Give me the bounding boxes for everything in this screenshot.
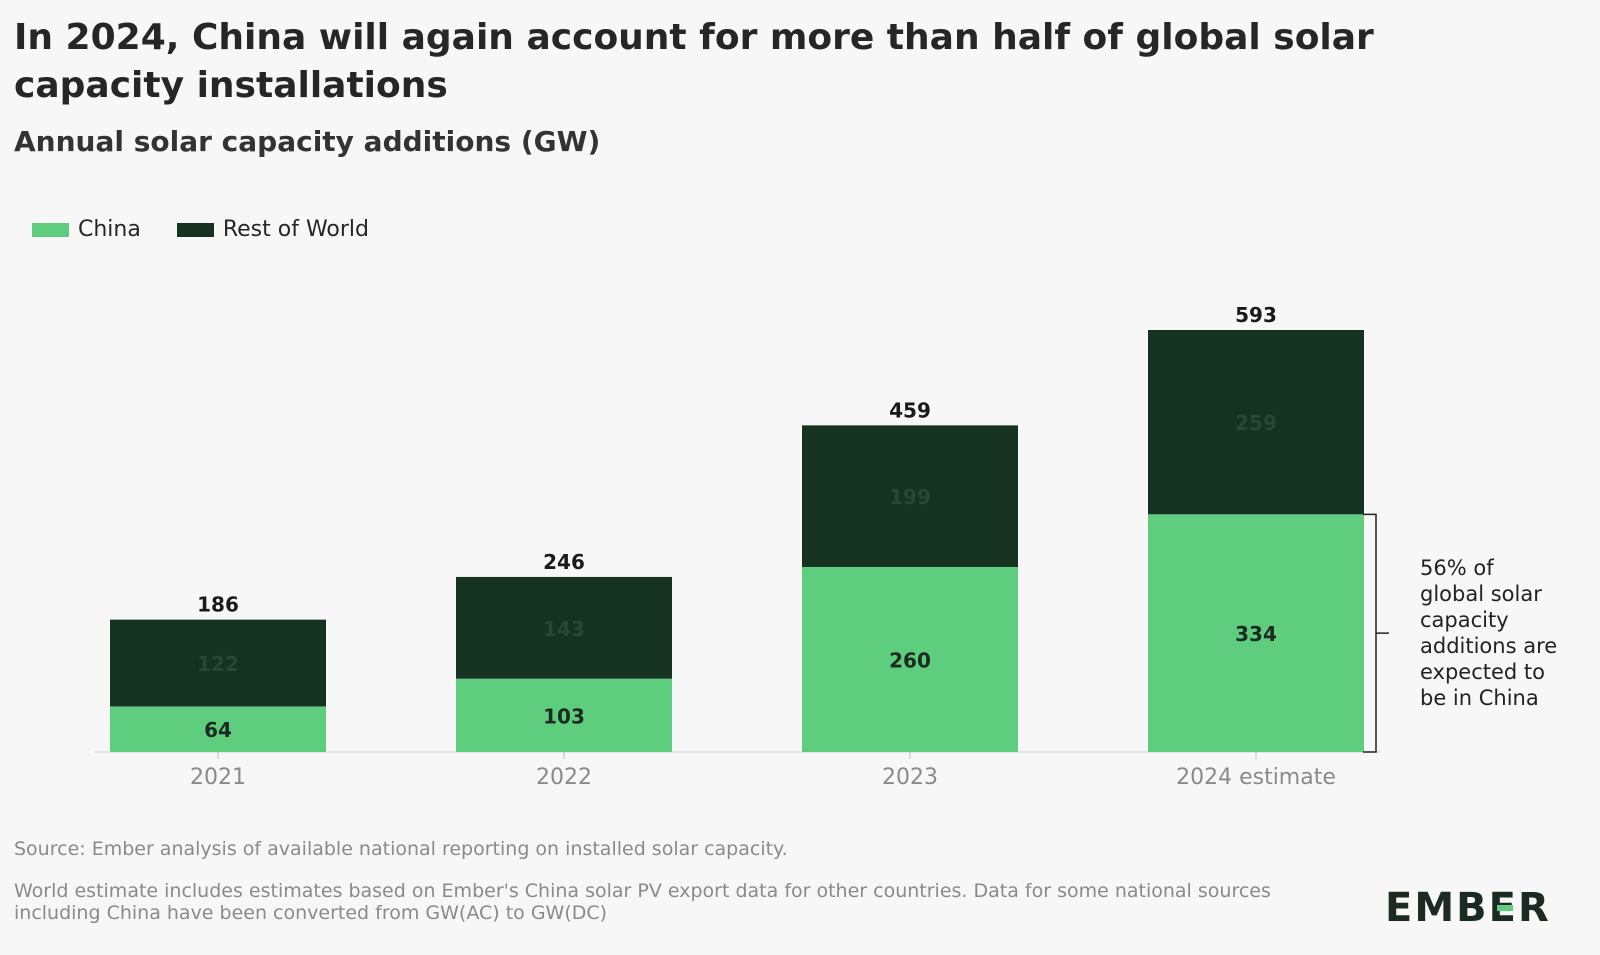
bar-china-3 [1148,514,1364,752]
data-label-rest-of-world-2: 199 [889,485,931,509]
methodology-note: World estimate includes estimates based … [14,880,1271,924]
data-label-china-3: 334 [1235,622,1277,646]
chart-title: In 2024, China will again account for mo… [14,17,1374,106]
bar-rest-of-world-3 [1148,330,1364,515]
annotation-bracket [1363,513,1389,753]
legend-item-rest-of-world: Rest of World [176,217,370,242]
total-label-1: 246 [543,550,585,574]
data-label-china-1: 103 [543,704,585,728]
annotation-line-3: additions are [1420,634,1557,658]
x-tick-label-3: 2024 estimate [1176,765,1336,790]
data-label-rest-of-world-1: 143 [543,617,585,641]
total-label-3: 593 [1235,303,1277,327]
bar-china-1 [456,678,672,752]
data-label-rest-of-world-0: 122 [197,652,239,676]
annotation-line-2: capacity [1420,608,1509,632]
x-tick-label-1: 2022 [536,765,592,790]
data-label-china-0: 64 [204,718,232,742]
legend-label-rest-of-world: Rest of World [222,217,370,242]
annotation-line-0: 56% of [1420,556,1494,580]
bar-rest-of-world-0 [110,619,326,707]
total-label-0: 186 [197,593,239,617]
data-label-rest-of-world-3: 259 [1235,411,1277,435]
annotation-line-1: global solar [1420,582,1542,606]
annotation-line-4: expected to [1420,660,1545,684]
logo-accent-bar [1496,905,1513,911]
bar-china-2 [802,566,1018,752]
x-tick-label-2: 2023 [882,765,938,790]
chart-subtitle: Annual solar capacity additions (GW) [14,125,601,158]
x-tick-label-0: 2021 [190,765,246,790]
annotation-line-5: be in China [1420,686,1539,710]
legend-label-china: China [78,217,141,242]
ember-logo: EMBER [1385,885,1551,931]
total-label-2: 459 [889,398,931,422]
legend-item-china: China [32,217,141,242]
source-note: Source: Ember analysis of available nati… [14,838,788,860]
bar-rest-of-world-2 [802,425,1018,567]
legend-swatch-rest-of-world [176,222,214,237]
bar-china-0 [110,706,326,752]
data-label-china-2: 260 [889,648,931,672]
legend: China Rest of World [32,217,405,242]
legend-swatch-china [32,222,69,237]
bar-rest-of-world-1 [456,576,672,679]
